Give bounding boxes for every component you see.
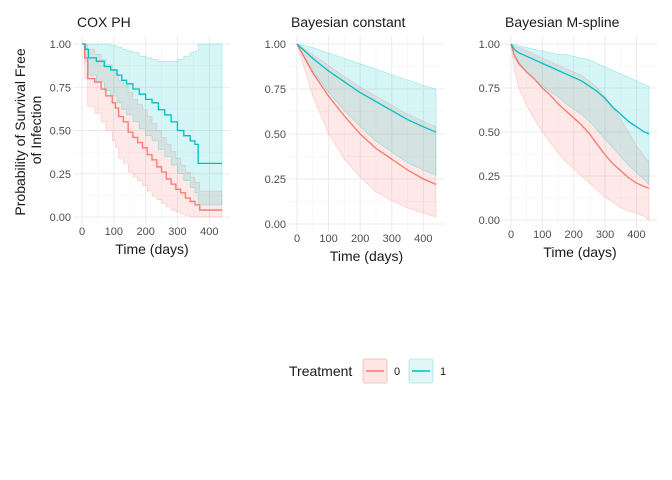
panel-title: Bayesian M-spline: [505, 14, 620, 30]
survival-curve-treatment-0: [510, 43, 650, 189]
confidence-band-treatment-0: [82, 43, 223, 218]
grid: [74, 36, 230, 225]
confidence-bands: [82, 43, 223, 218]
x-tick-labels: 0 100 200 300 400: [79, 226, 219, 238]
y-tick-label: 0.00: [479, 215, 500, 227]
x-tick-label: 0: [79, 226, 85, 238]
survival-curve-treatment-0: [82, 43, 222, 211]
x-tick-label: 400: [200, 226, 218, 238]
confidence-bands: [296, 43, 437, 218]
survival-curve-treatment-1: [296, 43, 437, 133]
y-axis-title-line-1: Probability of Survival Free: [12, 48, 28, 216]
x-tick-label: 200: [351, 233, 369, 245]
survival-curves: [296, 43, 437, 185]
y-tick-label: 0.50: [265, 129, 286, 141]
legend-label-1: 1: [440, 366, 446, 378]
y-axis-title: Probability of Survival Free of Infectio…: [12, 44, 44, 215]
survival-curves: [82, 43, 222, 211]
y-tick-label: 0.25: [265, 174, 286, 186]
panel-bayesian-m-spline: Bayesian M-spline 0 100 200 300 400 0.00 0.25…: [479, 14, 657, 260]
y-tick-label: 1.00: [50, 39, 71, 51]
x-tick-label: 200: [565, 229, 583, 241]
panel-bayesian-constant: Bayesian constant 0 100 200 300 400 0.00 0.25…: [265, 14, 444, 264]
survival-curve-treatment-0: [296, 43, 437, 185]
confidence-band-treatment-1: [82, 43, 223, 206]
legend: Treatment 0 1: [289, 358, 446, 384]
y-tick-labels: 0.00 0.25 0.50 0.75 1.00: [479, 39, 500, 227]
confidence-bands: [510, 43, 650, 221]
legend-item-1: 1: [408, 358, 446, 384]
x-axis-title: Time (days): [115, 241, 188, 257]
y-axis-title-line-2: of Infection: [28, 96, 44, 165]
survival-curve-treatment-1: [510, 43, 650, 135]
grid: [503, 36, 657, 228]
y-tick-label: 0.00: [265, 219, 286, 231]
y-tick-labels: 0.00 0.25 0.50 0.75 1.00: [265, 39, 286, 231]
x-tick-labels: 0 100 200 300 400: [508, 229, 646, 241]
x-tick-label: 100: [533, 229, 551, 241]
legend-title: Treatment: [289, 363, 352, 379]
x-tick-label: 300: [596, 229, 614, 241]
x-tick-label: 100: [105, 226, 123, 238]
legend-item-0: 0: [362, 358, 400, 384]
y-tick-label: 0.00: [50, 212, 71, 224]
y-tick-label: 1.00: [479, 39, 500, 51]
y-tick-labels: 0.00 0.25 0.50 0.75 1.00: [50, 39, 71, 224]
legend-label-0: 0: [394, 366, 400, 378]
x-tick-label: 0: [294, 233, 300, 245]
x-tick-label: 100: [319, 233, 337, 245]
panel-cox-ph: COX PH 0 100 200 300 400 0.00 0.25 0.50 0.75 1.0…: [50, 14, 230, 257]
x-axis-title: Time (days): [543, 244, 616, 260]
confidence-band-treatment-1: [510, 43, 650, 186]
y-tick-label: 0.50: [50, 126, 71, 138]
x-tick-label: 300: [168, 226, 186, 238]
grid: [289, 36, 444, 232]
y-tick-label: 0.25: [479, 171, 500, 183]
x-tick-label: 400: [414, 233, 432, 245]
y-tick-label: 0.75: [479, 83, 500, 95]
x-axis-title: Time (days): [330, 248, 403, 264]
x-tick-label: 300: [383, 233, 401, 245]
y-tick-label: 0.50: [479, 127, 500, 139]
y-tick-label: 0.25: [50, 169, 71, 181]
x-tick-label: 400: [627, 229, 645, 241]
confidence-band-treatment-0: [296, 43, 437, 218]
survival-curves: [510, 43, 650, 189]
confidence-band-treatment-0: [510, 43, 650, 221]
panel-title: Bayesian constant: [291, 14, 406, 30]
survival-curve-treatment-1: [82, 43, 222, 165]
x-tick-label: 200: [136, 226, 154, 238]
panel-title: COX PH: [77, 14, 131, 30]
x-tick-labels: 0 100 200 300 400: [294, 233, 433, 245]
x-tick-label: 0: [508, 229, 514, 241]
y-tick-label: 1.00: [265, 39, 286, 51]
y-tick-label: 0.75: [50, 82, 71, 94]
y-tick-label: 0.75: [265, 84, 286, 96]
